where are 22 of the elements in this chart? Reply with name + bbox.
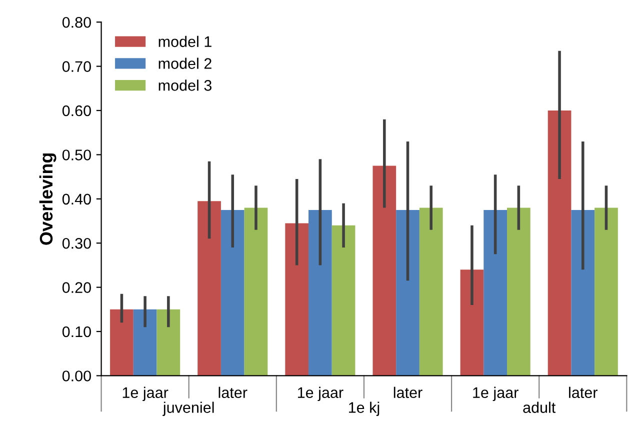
y-tick-label: 0.00	[62, 370, 91, 382]
y-tick-label: 0.20	[62, 282, 91, 293]
y-tick-label: 0.70	[62, 61, 91, 72]
y-tick-label: 0.60	[62, 105, 91, 116]
x-tick-label: 1e jaar	[298, 386, 344, 402]
x-tick-label: later	[394, 386, 422, 398]
text: adult	[523, 402, 556, 413]
legend-label: model 1	[158, 36, 212, 48]
legend-label: model 2	[158, 58, 212, 69]
y-tick-label: 0.50	[62, 150, 91, 160]
text: juveniel	[162, 402, 214, 416]
x-tick-label: 1e jaar	[122, 386, 168, 402]
x-tick-label: later	[218, 386, 248, 398]
y-tick-label: 0.40	[62, 194, 91, 205]
y-axis-title: Overleving	[39, 153, 56, 245]
text: 1e kj	[349, 402, 380, 416]
x-tick-label: later	[569, 386, 598, 398]
y-tick-label: 0.80	[62, 16, 91, 28]
y-tick-label: 0.10	[62, 326, 91, 338]
y-tick-label: 0.30	[62, 238, 91, 249]
x-tick-label: 1e jaar	[473, 386, 518, 402]
legend-label: model 3	[158, 80, 212, 91]
